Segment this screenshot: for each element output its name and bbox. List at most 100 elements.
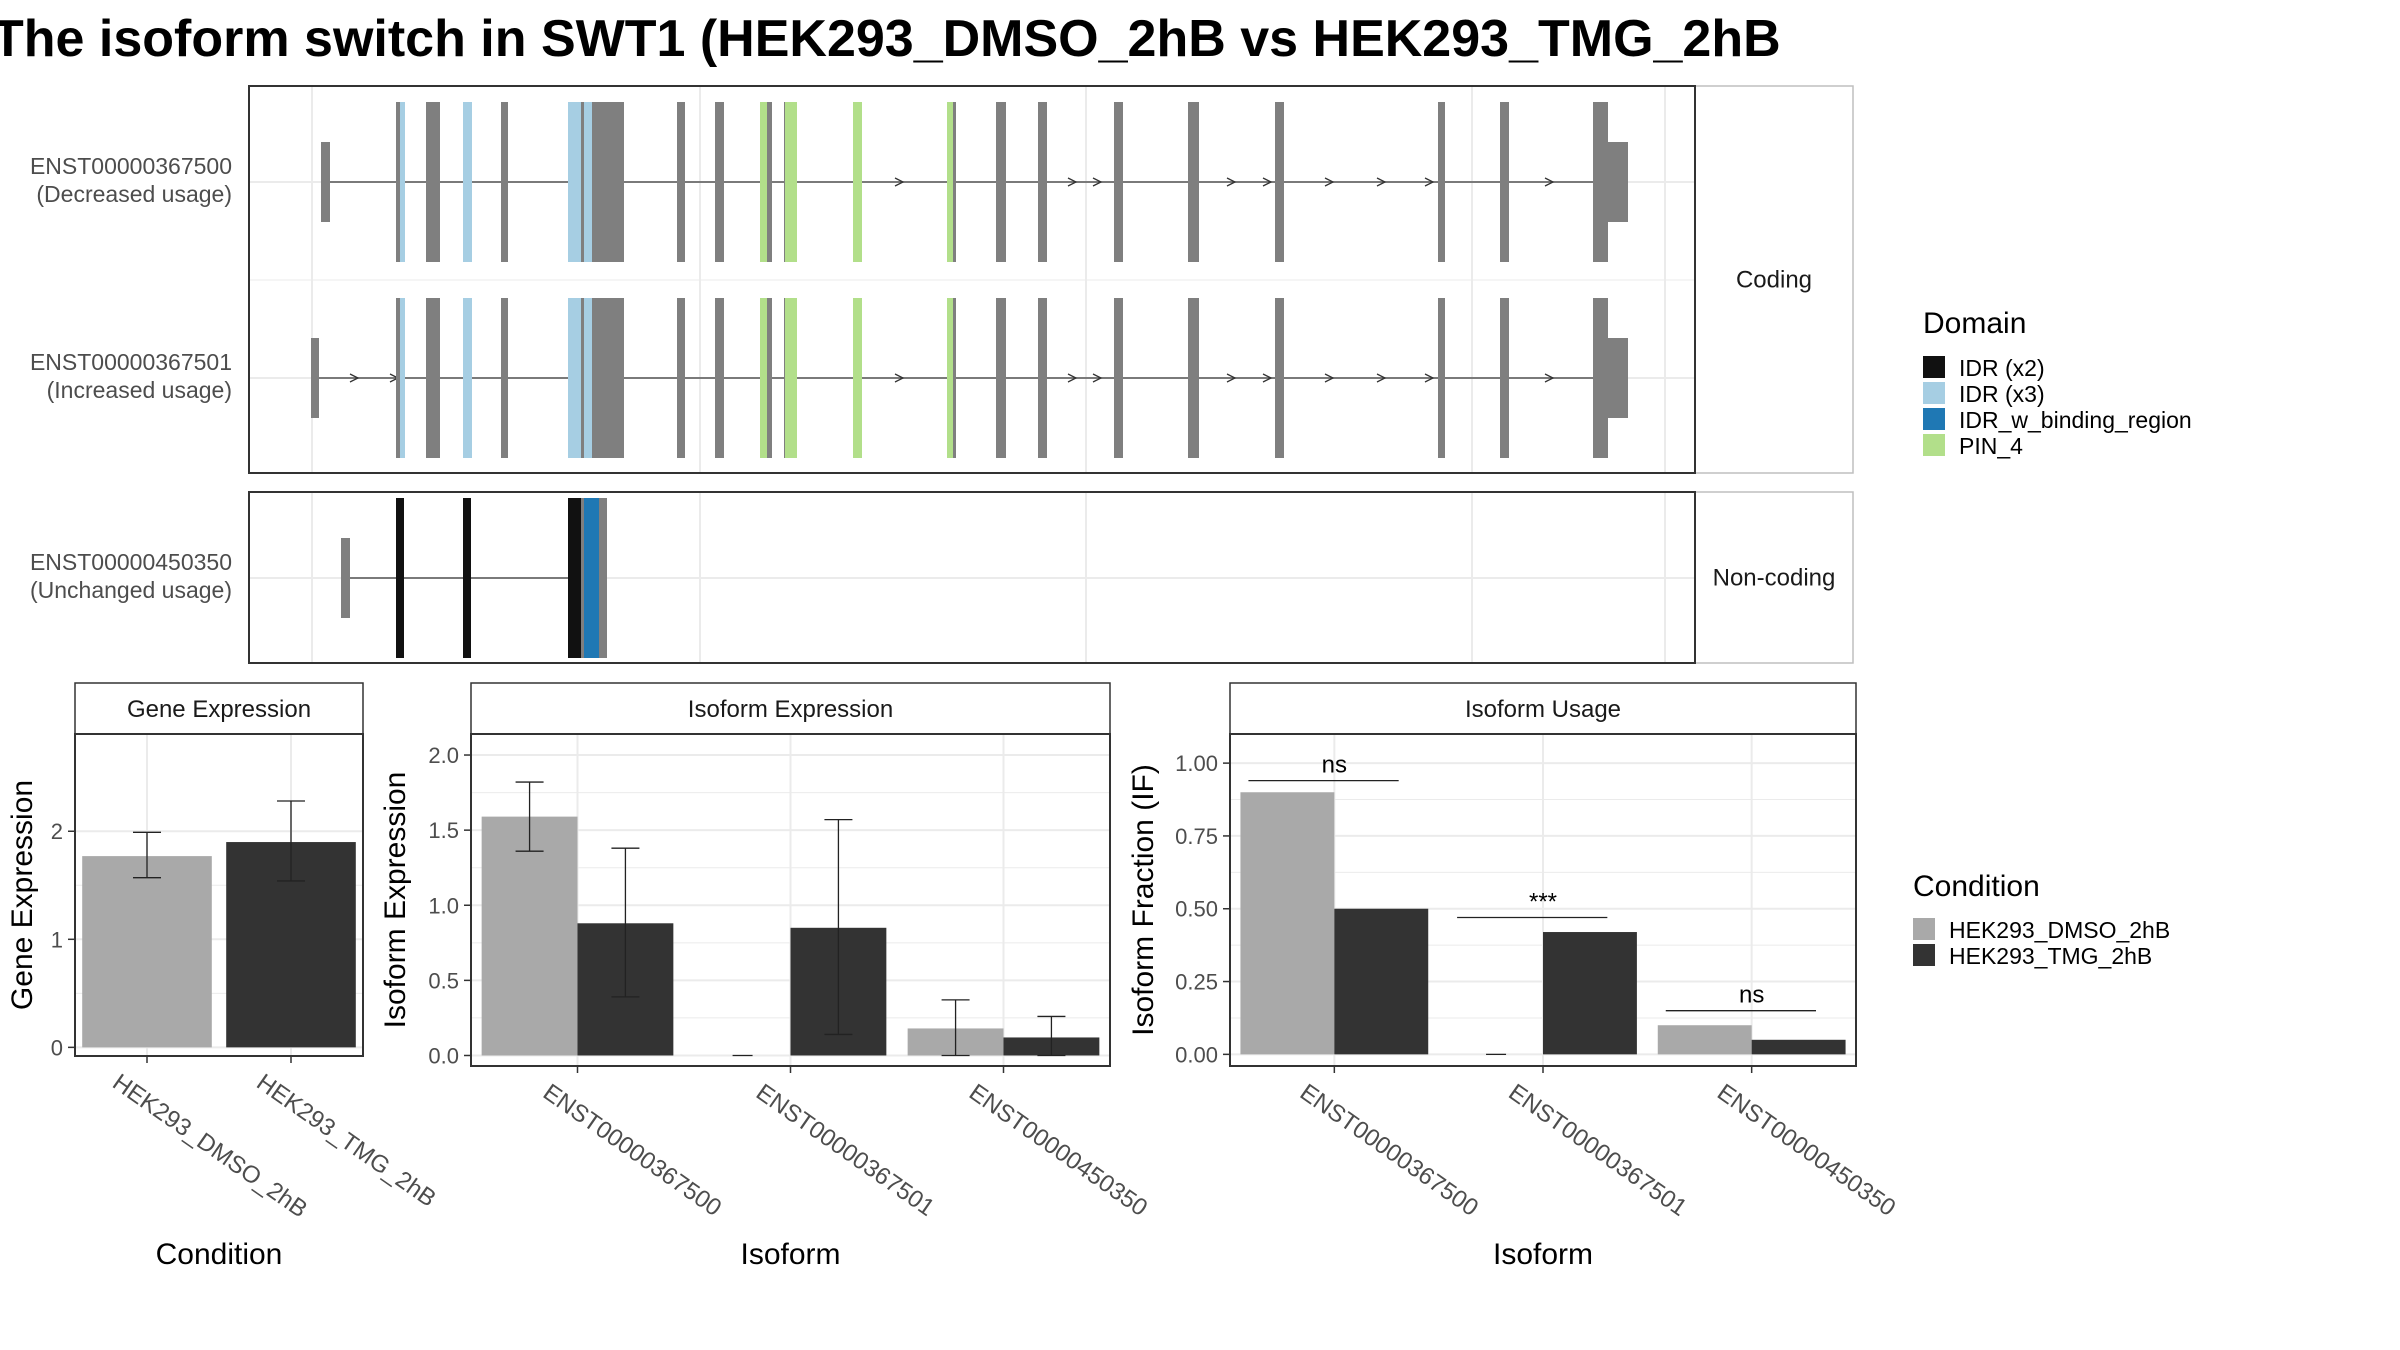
domain-band — [947, 298, 953, 458]
exon — [426, 102, 440, 262]
y-tick-label: 1.00 — [1175, 751, 1218, 776]
y-tick-label: 0.50 — [1175, 897, 1218, 922]
bar — [1334, 908, 1429, 1055]
legend-key — [1923, 356, 1945, 378]
domain-band — [947, 102, 953, 262]
direction-arrow — [1376, 177, 1387, 187]
exon — [501, 298, 508, 458]
exon — [1188, 298, 1199, 458]
transcript-usage-label: (Decreased usage) — [36, 181, 232, 207]
direction-arrow — [1544, 177, 1555, 187]
exon — [1275, 102, 1284, 262]
exon — [396, 298, 403, 458]
domain-band — [760, 102, 767, 262]
domain-band — [760, 298, 767, 458]
facet-strip — [1694, 85, 1854, 474]
transcript-id-label: ENST00000367500 — [30, 153, 232, 179]
direction-arrow — [349, 373, 360, 383]
facet-strip-label: Non-coding — [1713, 565, 1836, 592]
exon — [501, 102, 508, 262]
domain-legend: Domain IDR (x2)IDR (x3)IDR_w_binding_regi… — [1923, 307, 2192, 459]
legend-label: IDR (x2) — [1959, 355, 2045, 381]
direction-arrow — [1067, 373, 1078, 383]
domain-band — [400, 102, 405, 262]
facet-strip — [1229, 682, 1857, 735]
exon — [1593, 298, 1602, 458]
legend-label: HEK293_DMSO_2hB — [1949, 917, 2170, 943]
domain-band — [568, 298, 581, 458]
y-tick-label: 0.75 — [1175, 824, 1218, 849]
legend-key — [1923, 408, 1945, 430]
exon — [426, 298, 440, 458]
exon — [1500, 298, 1509, 458]
x-tick-label: ENST00000450350 — [964, 1079, 1152, 1222]
y-tick-label: 0.5 — [428, 968, 459, 993]
legend-label: HEK293_TMG_2hB — [1949, 943, 2152, 969]
exon — [677, 102, 685, 262]
legend-key — [1923, 434, 1945, 456]
y-tick-label: 0.0 — [428, 1043, 459, 1068]
exon — [715, 298, 724, 458]
exon — [1438, 298, 1445, 458]
direction-arrow — [1324, 177, 1335, 187]
exon — [463, 498, 471, 658]
direction-arrow — [1262, 177, 1273, 187]
chart-panel-border — [74, 733, 364, 1057]
legend-label: IDR_w_binding_region — [1959, 407, 2192, 433]
exon — [1114, 298, 1123, 458]
transcript-usage-label: (Unchanged usage) — [30, 577, 232, 603]
direction-arrow — [1262, 373, 1273, 383]
exon — [1038, 298, 1047, 458]
y-tick-label: 0.00 — [1175, 1042, 1218, 1067]
exon — [597, 102, 624, 262]
direction-arrow — [894, 177, 905, 187]
y-tick-label: 1 — [51, 927, 63, 952]
exon — [396, 102, 403, 262]
legend-key — [1923, 382, 1945, 404]
legend-key — [1913, 944, 1935, 966]
domain-band — [463, 298, 472, 458]
exon — [1275, 298, 1284, 458]
exon — [568, 498, 581, 658]
x-tick-label: ENST00000367500 — [1295, 1079, 1483, 1222]
domain-band — [400, 298, 405, 458]
y-axis-title: Isoform Fraction (IF) — [1127, 764, 1160, 1036]
chart-title: Isoform Expression — [688, 696, 893, 723]
x-tick-label: ENST00000367500 — [538, 1079, 726, 1222]
direction-arrow — [1376, 373, 1387, 383]
y-axis-title: Isoform Expression — [379, 772, 412, 1029]
bar — [1751, 1039, 1846, 1055]
chart-title: Gene Expression — [127, 696, 311, 723]
transcript-usage-label: (Increased usage) — [47, 377, 232, 403]
x-axis-title: Condition — [156, 1238, 283, 1271]
structure-panel-border — [248, 85, 1696, 474]
exon — [1602, 338, 1628, 418]
structure-panel-border — [248, 491, 1696, 664]
direction-arrow — [1226, 373, 1237, 383]
direction-arrow — [1424, 177, 1435, 187]
x-axis-title: Isoform — [1493, 1238, 1593, 1271]
bar — [1657, 1025, 1752, 1055]
exon — [597, 298, 624, 458]
y-tick-label: 2.0 — [428, 743, 459, 768]
transcript-id-label: ENST00000450350 — [30, 549, 232, 575]
x-tick-label: ENST00000367501 — [751, 1079, 939, 1222]
direction-arrow — [1424, 373, 1435, 383]
significance-label: *** — [1529, 888, 1557, 915]
bar — [481, 816, 578, 1056]
x-tick-label: ENST00000367501 — [1504, 1079, 1692, 1222]
domain-band — [853, 102, 862, 262]
exon — [599, 498, 607, 658]
y-axis-title: Gene Expression — [6, 780, 39, 1010]
transcript-structure-panel: Coding Non-coding ENST00000367500(Decrease… — [30, 85, 1854, 664]
y-tick-label: 2 — [51, 819, 63, 844]
facet-strip-label: Coding — [1736, 267, 1812, 294]
exon — [1602, 142, 1628, 222]
direction-arrow — [894, 373, 905, 383]
domain-legend-title: Domain — [1923, 307, 2026, 340]
exon — [396, 498, 404, 658]
domain-band — [584, 298, 592, 458]
exon — [715, 102, 724, 262]
bar — [1240, 792, 1335, 1055]
facet-strip — [74, 682, 364, 735]
